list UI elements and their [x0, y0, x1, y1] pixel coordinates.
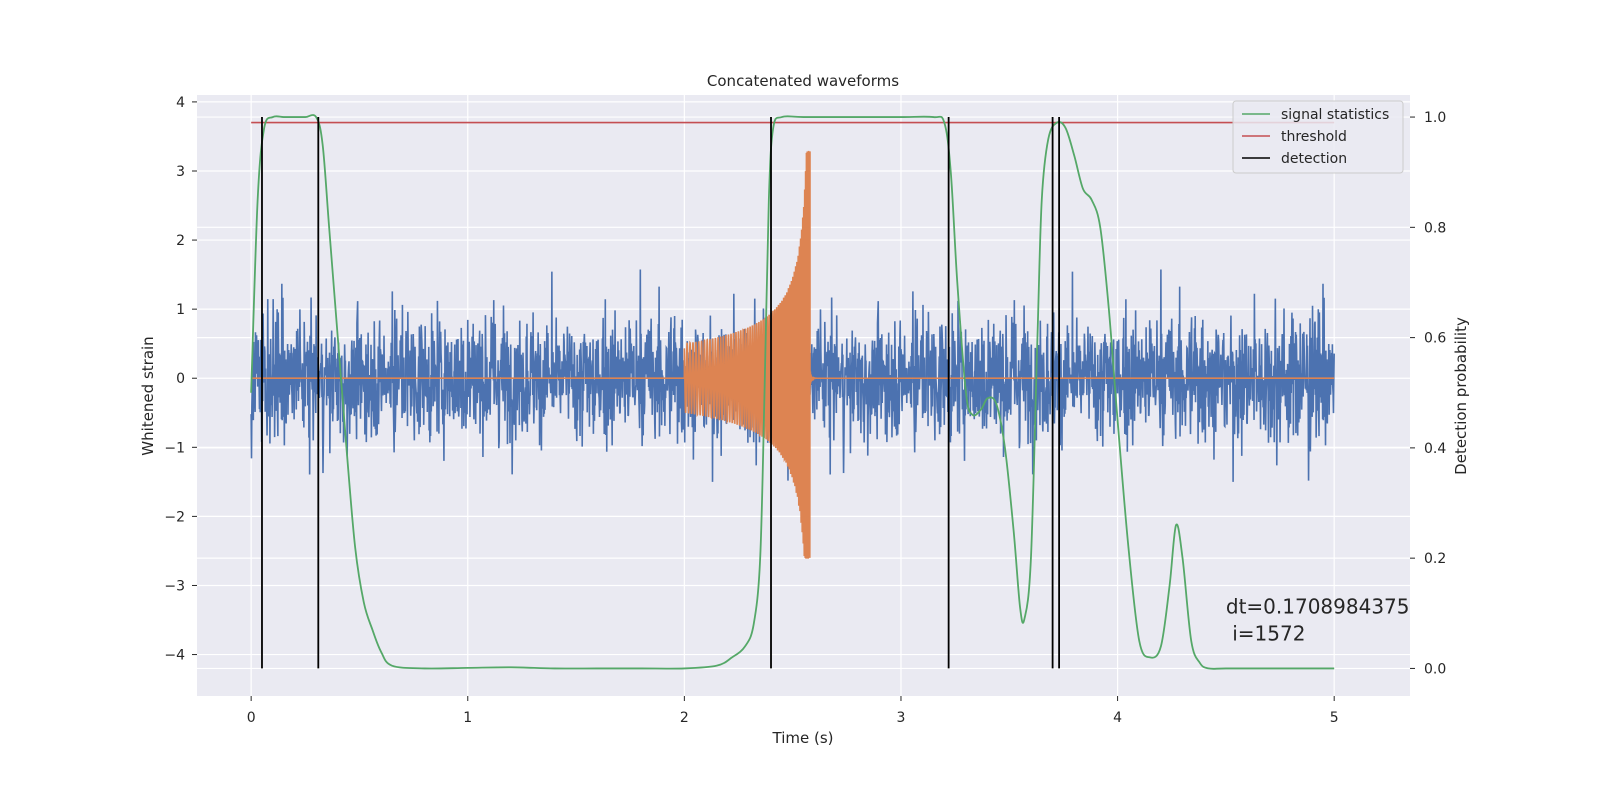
y-tick-label: 2	[176, 233, 185, 249]
detection-series	[261, 117, 1060, 669]
y2-axis-ticks: 0.0 0.2 0.4 0.6 0.8 1.0	[1410, 110, 1446, 677]
legend: signal statistics threshold detection	[1232, 100, 1404, 174]
annotations: dt=0.1708984375 i=1572	[1226, 595, 1410, 646]
y-tick-label: −1	[164, 440, 185, 456]
x-tick-label: 5	[1330, 710, 1339, 726]
y2-tick-label: 0.4	[1424, 441, 1446, 457]
y2-tick-label: 1.0	[1424, 110, 1446, 126]
y-tick-label: −3	[164, 578, 185, 594]
x-tick-label: 2	[680, 710, 689, 726]
y-tick-label: 1	[176, 302, 185, 318]
legend-label-detection: detection	[1281, 151, 1347, 167]
y-axis-label: Whitened strain	[139, 336, 157, 455]
signal-statistics-series	[250, 114, 1335, 670]
x-tick-label: 1	[463, 710, 472, 726]
y-tick-label: −2	[164, 509, 185, 525]
x-axis-ticks: 0 1 2 3 4 5	[247, 696, 1339, 726]
y-axis-ticks: −4 −3 −2 −1 0 1 2 3 4	[164, 95, 197, 664]
x-axis-label: Time (s)	[772, 729, 834, 747]
annotation-i: i=1572	[1226, 622, 1306, 646]
template-series	[251, 150, 1335, 559]
x-tick-label: 4	[1113, 710, 1122, 726]
legend-label-signal-statistics: signal statistics	[1281, 107, 1389, 123]
template-line	[251, 150, 1335, 559]
signal-statistics-line	[250, 114, 1335, 670]
y-tick-label: 4	[176, 95, 185, 111]
x-tick-label: 0	[247, 710, 256, 726]
y-tick-label: −4	[164, 648, 185, 664]
legend-label-threshold: threshold	[1281, 129, 1347, 145]
y2-tick-label: 0.8	[1424, 220, 1446, 236]
y-tick-label: 3	[176, 164, 185, 180]
y2-tick-label: 0.2	[1424, 551, 1446, 567]
annotation-dt: dt=0.1708984375	[1226, 595, 1410, 619]
y2-tick-label: 0.0	[1424, 661, 1446, 677]
chart-title: Concatenated waveforms	[707, 72, 899, 90]
y2-axis-label: Detection probability	[1452, 317, 1470, 475]
y2-tick-label: 0.6	[1424, 331, 1446, 347]
x-tick-label: 3	[897, 710, 906, 726]
legend-box	[1232, 100, 1404, 174]
y-tick-label: 0	[176, 371, 185, 387]
